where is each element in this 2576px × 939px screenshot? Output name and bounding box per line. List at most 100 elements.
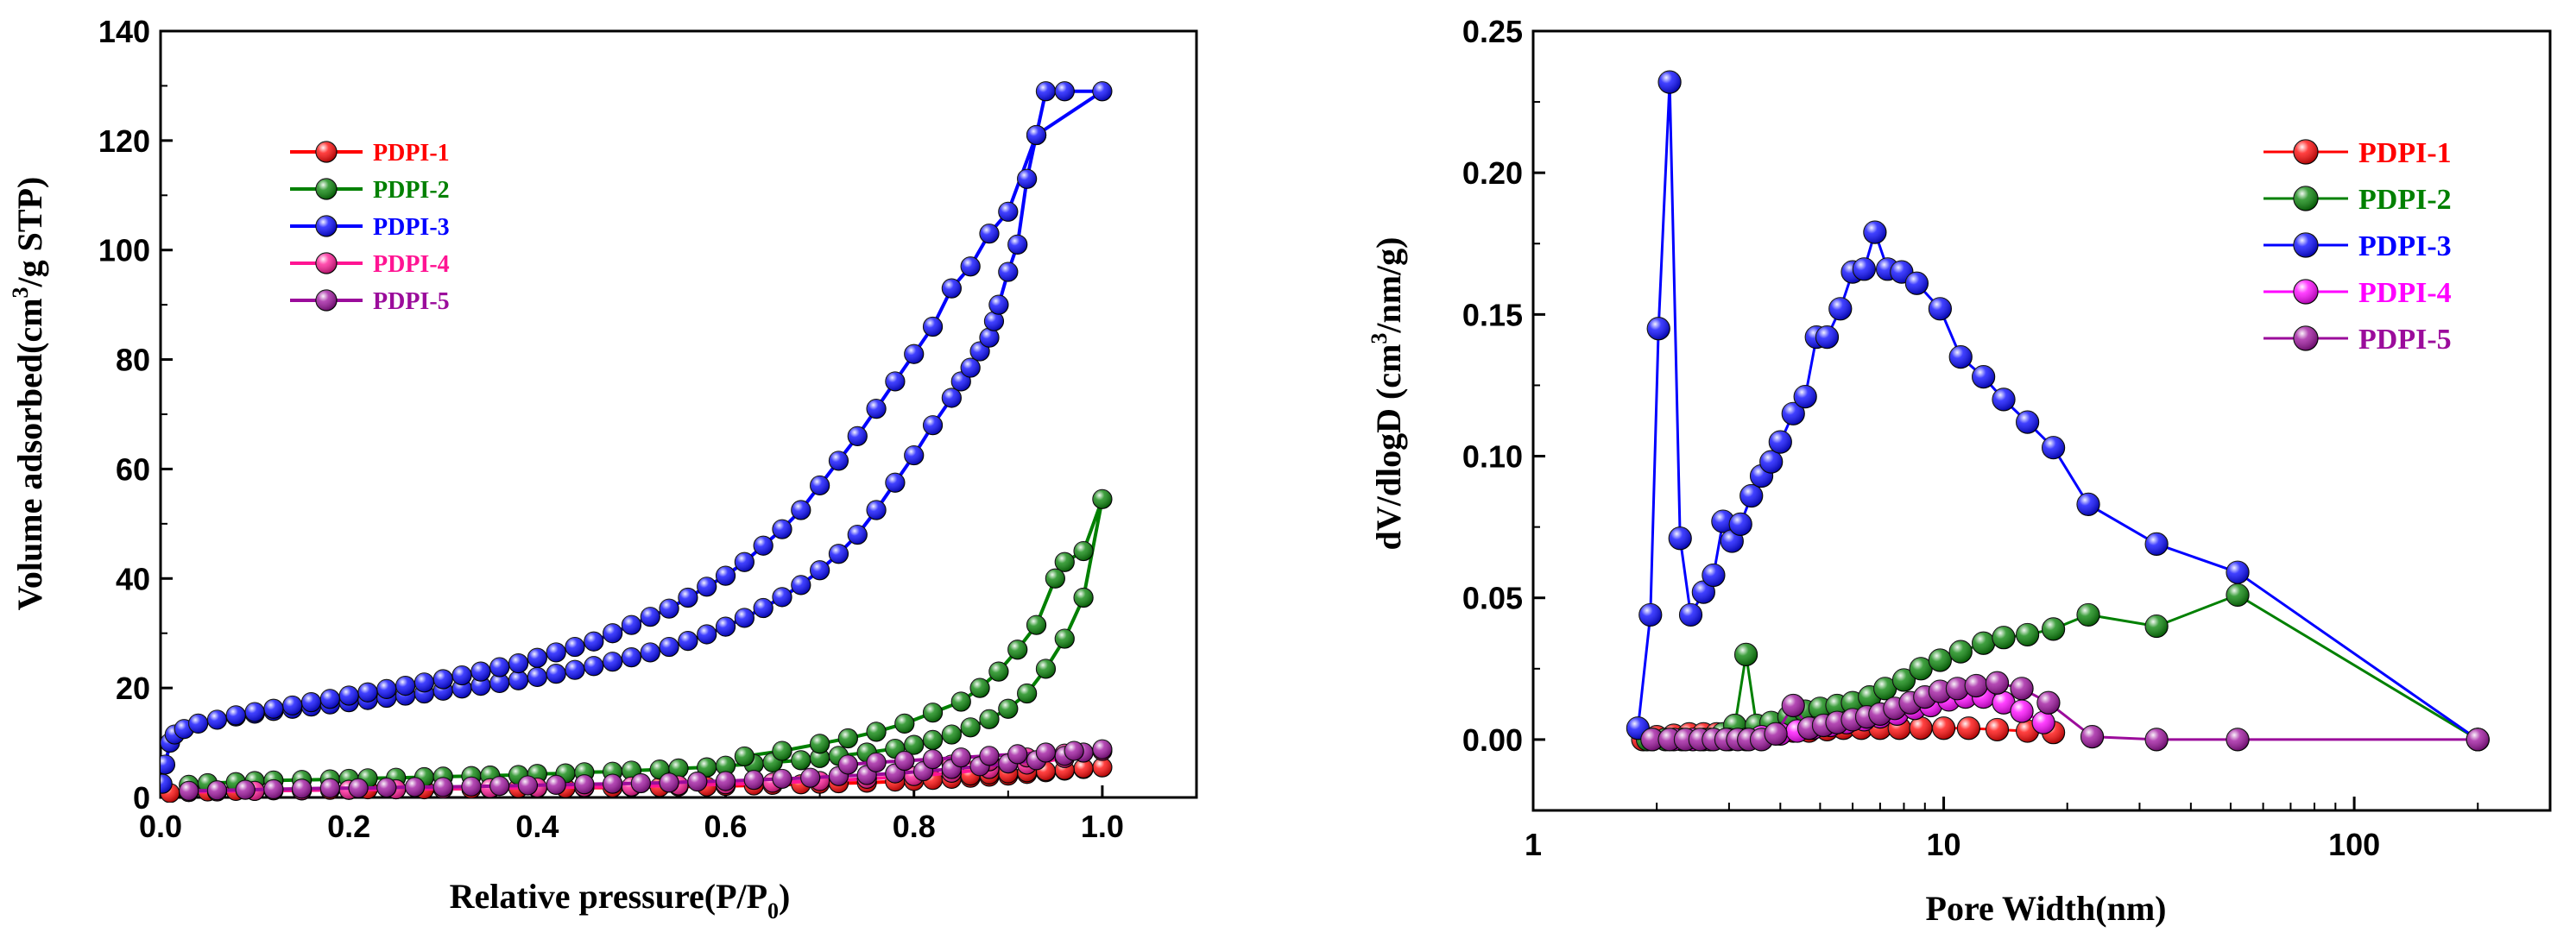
data-point-shine [603,774,622,794]
data-point-shine [320,689,340,709]
data-point-shine [1853,257,1876,280]
data-point-shine [1946,677,1969,700]
series-pdpi-3 [1626,70,2490,752]
data-point-shine [697,577,717,596]
legend-label: PDPI-3 [373,214,450,241]
data-point-shine [988,295,1008,315]
data-point-shine [489,776,509,796]
data-point-shine [1092,81,1112,101]
data-point-shine [462,777,481,797]
legend-marker-shine [316,142,337,162]
data-point-shine [867,501,887,520]
legend-item-pdpi-5: PDPI-5 [2263,324,2452,356]
data-point-shine [951,747,971,767]
series-line [188,497,1104,787]
y-tick-label: 40 [116,561,150,596]
data-point-shine [1679,603,1702,627]
data-point-shine [735,747,754,766]
data-point-shine [998,202,1018,222]
data-point-shine [2077,603,2100,627]
data-point-shine [923,703,943,722]
data-point-shine [773,520,792,539]
legend-label: PDPI-1 [373,140,450,167]
data-point-shine [1074,759,1094,778]
isotherm-chart: 0.0 0.2 0.4 0.6 0.8 1.0 0 20 40 60 80 100 120 140 PDP… [8,14,1198,923]
data-point-shine [527,648,547,668]
data-point-shine [894,714,914,734]
data-point-shine [942,725,962,745]
data-point-shine [923,317,943,337]
data-point-shine [641,642,660,662]
data-point-shine [800,768,820,788]
data-point-shine [1640,728,1664,751]
data-point-shine [2032,711,2055,734]
data-point-shine [508,653,528,673]
data-point-shine [527,667,547,687]
data-point-shine [339,686,359,706]
data-point-shine [988,662,1008,682]
data-point-shine [951,692,971,711]
data-point-shine [1017,684,1037,703]
data-point-shine [2145,614,2169,638]
data-point-shine [838,754,858,774]
data-point-shine [1863,221,1886,244]
data-point-shine [716,771,736,791]
data-point-shine [961,717,981,737]
legend-marker-shine [2294,326,2318,350]
data-point-shine [810,748,830,768]
data-point-shine [791,575,811,595]
y-tick-label: 20 [116,671,150,706]
data-point-shine [1932,716,1955,740]
data-point-shine [1055,552,1075,572]
data-point-shine [1092,758,1112,778]
legend-marker-shine [316,216,337,236]
data-point-shine [810,734,830,753]
data-point-shine [773,741,792,761]
data-point-shine [1986,671,2009,695]
data-point-shine [1972,365,1995,388]
data-point-shine [678,588,698,608]
data-point-shine [1064,741,1084,761]
legend-label: PDPI-4 [2358,277,2452,309]
data-point-shine [622,647,641,667]
data-point-shine [904,445,924,465]
data-point-shine [470,676,490,696]
x-tick-label: 0.2 [327,809,370,844]
pore-distribution-chart: 1 10 100 0.00 0.05 0.10 0.15 0.20 0.25 PDPI-1 PDP… [1367,14,2552,928]
data-point-shine [2226,583,2250,607]
y-axis-label-right: dV/dlogD (cm3/nm/g) [1367,236,1408,550]
data-point-shine [716,756,736,776]
data-point-shine [395,676,415,696]
data-point-shine [2077,493,2100,516]
x-tick-label: 1 [1525,827,1542,862]
data-point-shine [433,669,453,689]
data-point-shine [678,631,698,651]
data-point-shine [829,451,849,470]
series-line [161,89,1104,785]
data-point-shine [236,780,256,800]
data-point-shine [1647,317,1670,340]
data-point-shine [1074,541,1094,561]
data-point-shine [660,772,679,792]
data-point-shine [1794,385,1817,408]
data-point-shine [584,632,603,652]
y-tick-label: 0.20 [1462,155,1523,191]
legend-item-pdpi-4: PDPI-4 [2263,277,2452,309]
data-point-shine [697,624,717,644]
x-axis-label-left: Relative pressure(P/P0) [450,877,791,923]
data-point-shine [2226,561,2250,584]
data-point-shine [773,769,792,789]
series-pdpi-5 [1640,671,2490,752]
data-point-shine [923,730,943,750]
data-point-shine [1092,740,1112,759]
data-point-shine [716,566,736,586]
data-point-shine [263,779,283,799]
data-point-shine [226,705,246,725]
data-point-shine [1026,125,1046,145]
data-point-shine [1992,691,2016,715]
data-point-shine [518,776,538,796]
data-point-shine [565,637,584,657]
data-point-shine [489,658,509,677]
data-point-shine [1782,402,1805,425]
data-point-shine [584,656,603,676]
